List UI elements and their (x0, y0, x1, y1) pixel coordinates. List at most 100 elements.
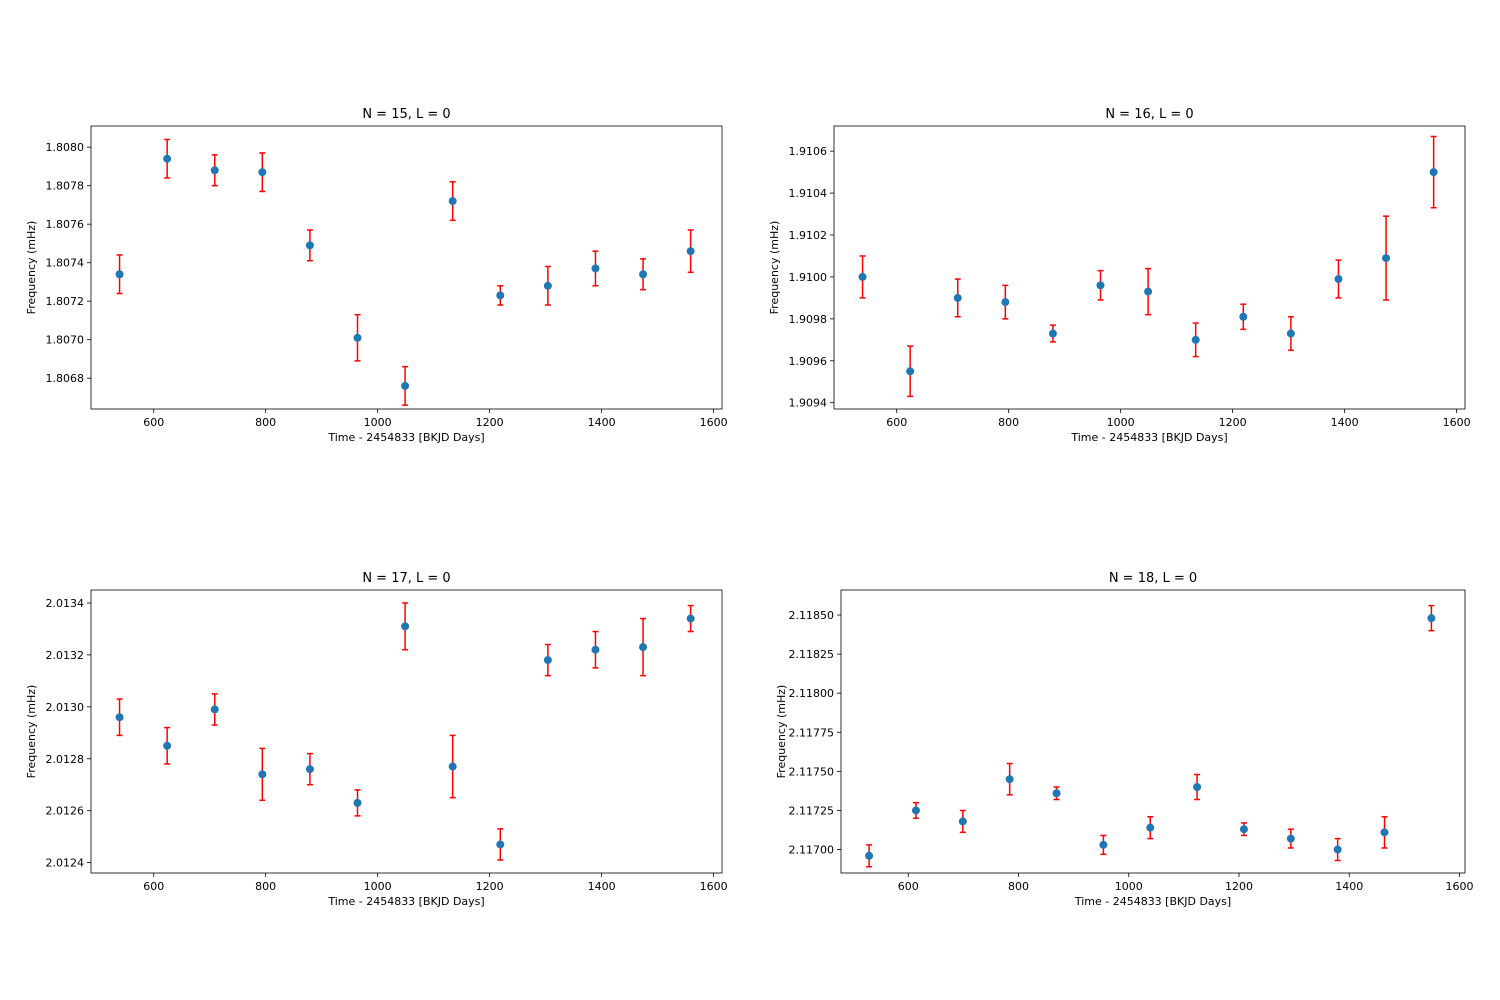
data-point (401, 622, 410, 631)
x-axis-label: Time - 2454833 [BKJD Days] (327, 895, 484, 908)
y-tick-label: 2.0124 (46, 857, 85, 870)
data-point (1099, 840, 1108, 849)
y-tick-label: 2.0134 (46, 597, 85, 610)
data-point (1286, 834, 1295, 843)
x-tick-label: 1400 (1335, 880, 1363, 893)
y-tick-label: 2.0132 (46, 649, 85, 662)
x-axis-label: Time - 2454833 [BKJD Days] (1074, 895, 1231, 908)
data-point (1380, 828, 1389, 837)
x-tick-label: 1400 (588, 416, 616, 429)
data-point (906, 367, 915, 376)
data-point (210, 166, 219, 175)
y-tick-label: 2.11750 (789, 765, 835, 778)
x-tick-label: 1600 (700, 416, 728, 429)
x-tick-label: 1000 (1107, 416, 1135, 429)
y-tick-label: 1.8076 (46, 218, 85, 231)
panel-3: N = 17, L = 0 Time - 2454833 [BKJD Days] F… (25, 571, 728, 908)
data-point (210, 705, 219, 714)
data-point (639, 643, 648, 652)
x-tick-label: 1600 (700, 880, 728, 893)
y-tick-label: 1.9098 (789, 313, 828, 326)
data-point (1427, 614, 1436, 623)
y-tick-label: 2.11700 (789, 844, 835, 857)
y-tick-label: 1.9106 (789, 145, 828, 158)
y-tick-label: 1.9094 (789, 397, 828, 410)
y-tick-label: 2.11725 (789, 804, 835, 817)
y-tick-label: 1.8078 (46, 180, 85, 193)
plot-frame (90, 589, 723, 874)
data-point (1096, 281, 1105, 290)
x-tick-label: 600 (143, 880, 164, 893)
data-point (1144, 287, 1153, 296)
x-tick-label: 800 (255, 880, 276, 893)
data-point (1052, 789, 1061, 798)
data-point (115, 270, 124, 279)
data-point (858, 272, 867, 281)
x-tick-label: 600 (898, 880, 919, 893)
data-point (1239, 312, 1248, 321)
data-point (543, 281, 552, 290)
y-tick-label: 1.8068 (46, 372, 85, 385)
data-point (305, 241, 314, 250)
data-point (448, 197, 457, 206)
x-tick-label: 1000 (364, 880, 392, 893)
data-point (1334, 275, 1343, 284)
plot-frame (833, 125, 1466, 410)
x-tick-label: 1000 (364, 416, 392, 429)
y-tick-label: 2.11775 (789, 726, 835, 739)
data-point (401, 381, 410, 390)
data-point (258, 168, 267, 177)
panel-1: N = 15, L = 0 Time - 2454833 [BKJD Days] F… (25, 107, 728, 444)
data-point (1429, 168, 1438, 177)
y-tick-label: 1.9102 (789, 229, 828, 242)
data-point (1382, 254, 1391, 263)
data-point (496, 840, 505, 849)
y-tick-label: 2.0128 (46, 753, 85, 766)
x-tick-label: 800 (1008, 880, 1029, 893)
plot-frame (840, 589, 1466, 874)
x-tick-label: 1200 (476, 880, 504, 893)
data-point (911, 806, 920, 815)
y-axis-label: Frequency (mHz) (768, 221, 781, 315)
data-point (1191, 335, 1200, 344)
data-point (305, 765, 314, 774)
panel-2: N = 16, L = 0 Time - 2454833 [BKJD Days] F… (768, 107, 1471, 444)
x-tick-label: 1200 (1225, 880, 1253, 893)
x-tick-label: 600 (886, 416, 907, 429)
x-tick-label: 1200 (476, 416, 504, 429)
x-axis-label: Time - 2454833 [BKJD Days] (1070, 431, 1227, 444)
data-point (1193, 783, 1202, 792)
y-tick-label: 2.0130 (46, 701, 85, 714)
y-tick-label: 2.11825 (789, 648, 835, 661)
x-tick-label: 800 (255, 416, 276, 429)
data-point (353, 798, 362, 807)
panel-4: N = 18, L = 0 Time - 2454833 [BKJD Days] F… (775, 571, 1473, 908)
x-tick-label: 800 (998, 416, 1019, 429)
y-axis-label: Frequency (mHz) (25, 685, 38, 779)
data-point (591, 264, 600, 273)
panel-title: N = 15, L = 0 (362, 107, 450, 122)
data-point (1146, 823, 1155, 832)
x-tick-label: 1400 (1331, 416, 1359, 429)
data-point (1001, 298, 1010, 307)
data-point (1005, 775, 1014, 784)
data-point (686, 247, 695, 256)
x-tick-label: 1600 (1443, 416, 1471, 429)
y-tick-label: 2.11850 (789, 609, 835, 622)
data-point (353, 333, 362, 342)
data-point (543, 656, 552, 665)
y-tick-label: 1.8080 (46, 141, 85, 154)
y-tick-label: 2.0126 (46, 805, 85, 818)
x-tick-label: 1000 (1115, 880, 1143, 893)
data-point (865, 851, 874, 860)
data-point (591, 645, 600, 654)
plot-frame (90, 125, 723, 410)
y-axis-label: Frequency (mHz) (775, 685, 788, 779)
y-tick-label: 1.9104 (789, 187, 828, 200)
data-point (1239, 825, 1248, 834)
data-point (115, 713, 124, 722)
data-point (163, 741, 172, 750)
x-tick-label: 1400 (588, 880, 616, 893)
data-point (496, 291, 505, 300)
